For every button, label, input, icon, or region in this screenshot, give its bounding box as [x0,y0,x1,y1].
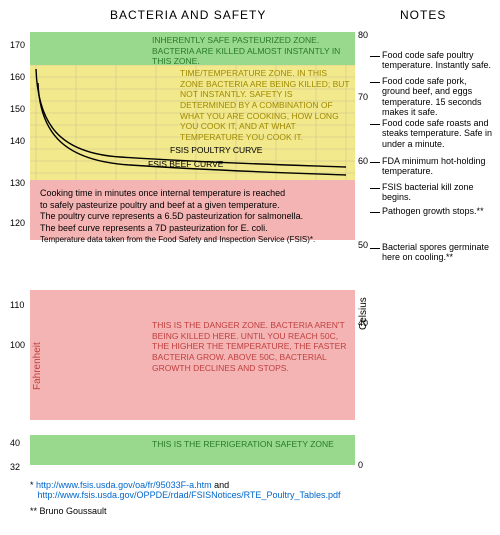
note-tick [370,248,380,249]
exp-line: Temperature data taken from the Food Saf… [40,235,350,245]
zone-safe-top-text: INHERENTLY SAFE PASTEURIZED ZONE. BACTER… [30,32,355,67]
c-tick: 80 [358,30,368,40]
f-tick: 170 [10,40,25,50]
note-text: Food code safe poultry temperature. Inst… [382,50,494,71]
exp-line: The beef curve represents a 7D pasteuriz… [40,223,350,235]
poultry-curve-label: FSIS POULTRY CURVE [170,145,262,155]
explanation-block: Cooking time in minutes once internal te… [40,188,350,245]
note-tick [370,56,380,57]
main-title: BACTERIA AND SAFETY [110,8,266,22]
source-link-1[interactable]: http://www.fsis.usda.gov/oa/fr/95033F-a.… [36,480,212,490]
chart-container: BACTERIA AND SAFETY NOTES INHERENTLY SAF… [0,0,500,535]
exp-line: Cooking time in minutes once internal te… [40,188,350,200]
f-tick: 40 [10,438,20,448]
c-tick: 50 [358,240,368,250]
source-star: * [30,480,34,490]
celsius-label: Celsius [358,297,369,330]
source-between: and [214,480,229,490]
zone-fridge-text: THIS IS THE REFRIGERATION SAFETY ZONE [152,439,352,450]
note-tick [370,162,380,163]
source-star2: ** Bruno Goussault [30,506,107,516]
note-text: FSIS bacterial kill zone begins. [382,182,494,203]
zone-time-temp-text: TIME/TEMPERATURE ZONE. IN THIS ZONE BACT… [180,68,350,142]
zone-danger-text: THIS IS THE DANGER ZONE. BACTERIA AREN'T… [152,320,352,373]
f-tick: 140 [10,136,25,146]
source-link-2[interactable]: http://www.fsis.usda.gov/OPPDE/rdad/FSIS… [38,490,341,500]
c-tick: 60 [358,156,368,166]
zone-danger-lower: THIS IS THE DANGER ZONE. BACTERIA AREN'T… [30,290,355,420]
source-block: * http://www.fsis.usda.gov/oa/fr/95033F-… [30,480,340,500]
f-tick: 120 [10,218,25,228]
zone-fridge: THIS IS THE REFRIGERATION SAFETY ZONE [30,435,355,465]
note-text: Food code safe pork, ground beef, and eg… [382,76,494,117]
zone-safe-top: INHERENTLY SAFE PASTEURIZED ZONE. BACTER… [30,32,355,65]
f-tick: 110 [10,300,24,310]
exp-line: The poultry curve represents a 6.5D past… [40,211,350,223]
f-tick: 130 [10,178,25,188]
note-text: Pathogen growth stops.** [382,206,494,216]
note-tick [370,124,380,125]
note-text: Food code safe roasts and steaks tempera… [382,118,494,149]
note-tick [370,188,380,189]
f-tick: 160 [10,72,25,82]
note-text: Bacterial spores germinate here on cooli… [382,242,494,263]
f-tick: 32 [10,462,20,472]
f-tick: 150 [10,104,25,114]
exp-line: to safely pasteurize poultry and beef at… [40,200,350,212]
fahrenheit-label: Fahrenheit [32,342,43,390]
c-tick: 70 [358,92,368,102]
notes-title: NOTES [400,8,446,22]
note-tick [370,212,380,213]
c-tick: 0 [358,460,363,470]
zone-time-temp: TIME/TEMPERATURE ZONE. IN THIS ZONE BACT… [30,65,355,180]
note-tick [370,82,380,83]
f-tick: 100 [10,340,25,350]
note-text: FDA minimum hot-holding temperature. [382,156,494,177]
beef-curve-label: FSIS BEEF CURVE [148,159,223,169]
